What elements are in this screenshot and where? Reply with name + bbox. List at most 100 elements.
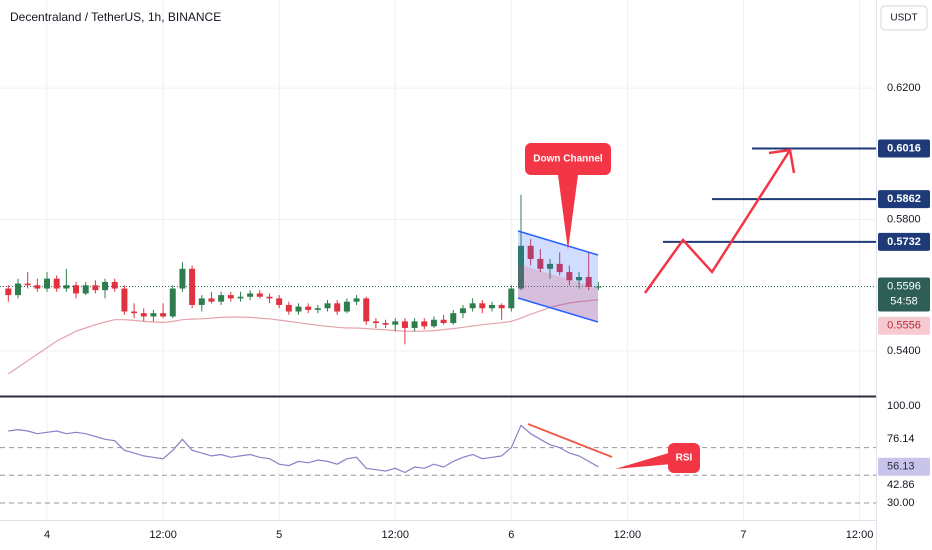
rsi-tick-label: 30.00 bbox=[887, 497, 915, 509]
candle-body bbox=[353, 298, 360, 302]
candle-body bbox=[102, 281, 109, 291]
candle-body bbox=[382, 323, 389, 325]
candle-body bbox=[363, 298, 370, 322]
last-price-label: 0.5596 bbox=[887, 280, 921, 292]
candle-body bbox=[179, 268, 186, 289]
candle-body bbox=[305, 306, 312, 310]
candle-body bbox=[440, 319, 447, 324]
drawings: Down Channel RSI bbox=[517, 143, 796, 473]
candle-body bbox=[450, 313, 457, 324]
candle-body bbox=[208, 298, 215, 302]
callout-box bbox=[525, 143, 611, 175]
candle-body bbox=[276, 298, 283, 305]
axis: 4 12:00 5 12:00 6 12:00 7 12:00 0.6200 0.5800 0.54… bbox=[44, 82, 930, 541]
candle-body bbox=[285, 304, 292, 312]
candle-body bbox=[537, 258, 544, 269]
y-tick-label: 0.6200 bbox=[887, 82, 921, 94]
candle-body bbox=[218, 295, 225, 302]
candle-body bbox=[430, 319, 437, 327]
ma-label-box bbox=[878, 316, 930, 335]
currency-box bbox=[880, 5, 928, 31]
candle-body bbox=[479, 303, 486, 309]
candle-body bbox=[295, 306, 302, 312]
candle-body bbox=[24, 283, 31, 286]
rsi-trendline bbox=[527, 423, 613, 458]
candle-body bbox=[140, 313, 147, 317]
channel-lower-fill bbox=[518, 264, 598, 322]
candle-body bbox=[576, 277, 583, 281]
rsi-line bbox=[8, 424, 599, 474]
ma-label: 0.5556 bbox=[887, 320, 921, 332]
candle-body bbox=[334, 303, 341, 312]
candle-body bbox=[14, 283, 21, 296]
candle-body bbox=[53, 278, 60, 289]
callout-text: Down Channel bbox=[533, 154, 603, 165]
rsi-tick-label: 76.14 bbox=[887, 433, 915, 445]
candle-body bbox=[469, 303, 476, 309]
candle-body bbox=[459, 308, 466, 314]
candle-body bbox=[517, 245, 524, 289]
candle-body bbox=[121, 288, 128, 312]
candle-body bbox=[488, 304, 495, 309]
rsi-value-box bbox=[878, 457, 930, 476]
candle-body bbox=[34, 285, 41, 289]
candle-body bbox=[401, 321, 408, 328]
x-tick-label: 7 bbox=[740, 529, 746, 541]
candle-body bbox=[595, 286, 602, 288]
candle-body bbox=[343, 301, 350, 312]
candle-body bbox=[189, 268, 196, 305]
candle-body bbox=[169, 288, 176, 317]
x-tick-label: 4 bbox=[44, 529, 50, 541]
level-label-box bbox=[878, 190, 930, 209]
level-label: 0.6016 bbox=[887, 142, 921, 154]
candle-body bbox=[5, 288, 12, 296]
candle-body bbox=[44, 278, 51, 289]
candle-body bbox=[73, 285, 80, 294]
chart-title: Decentraland / TetherUS, 1h, BINANCE bbox=[10, 10, 221, 24]
candle-body bbox=[566, 272, 573, 281]
candle-body bbox=[63, 285, 70, 289]
candle-body bbox=[247, 293, 254, 297]
candle-body bbox=[392, 321, 399, 325]
rsi-callout-box bbox=[668, 443, 700, 473]
candle-body bbox=[411, 321, 418, 328]
callout-pointer bbox=[558, 175, 578, 250]
candle-body bbox=[556, 263, 563, 273]
candle-body bbox=[314, 308, 321, 310]
channel-bottom bbox=[517, 297, 599, 323]
last-price-box bbox=[878, 277, 930, 312]
candle-body bbox=[372, 321, 379, 324]
countdown: 54:58 bbox=[890, 295, 918, 307]
candle-body bbox=[256, 293, 263, 297]
candle-body bbox=[527, 245, 534, 259]
candle-body bbox=[508, 288, 515, 309]
candle-body bbox=[227, 295, 234, 299]
candle-body bbox=[111, 281, 118, 289]
x-tick-label: 5 bbox=[276, 529, 282, 541]
channel-fill bbox=[518, 231, 598, 322]
rsi-callout-pointer bbox=[615, 452, 672, 469]
level-label: 0.5862 bbox=[887, 193, 921, 205]
candle-body bbox=[547, 263, 554, 269]
candle-body bbox=[266, 296, 273, 299]
plot bbox=[0, 147, 876, 474]
level-label-box bbox=[878, 139, 930, 158]
x-tick-label: 12:00 bbox=[149, 529, 177, 541]
y-tick-label: 0.5400 bbox=[887, 345, 921, 357]
candle-body bbox=[498, 304, 505, 309]
rsi-tick-label: 100.00 bbox=[887, 400, 921, 412]
candle-body bbox=[160, 313, 167, 317]
grid bbox=[0, 0, 876, 520]
rsi-callout-text: RSI bbox=[676, 453, 693, 464]
x-tick-label: 12:00 bbox=[614, 529, 642, 541]
moving-average bbox=[7, 299, 599, 375]
currency: USDT bbox=[890, 13, 917, 24]
y-tick-label: 0.5800 bbox=[887, 213, 921, 225]
rsi-tick-label: 42.86 bbox=[887, 479, 915, 491]
x-tick-label: 12:00 bbox=[381, 529, 409, 541]
candle-body bbox=[198, 298, 205, 305]
channel-top bbox=[517, 230, 599, 256]
